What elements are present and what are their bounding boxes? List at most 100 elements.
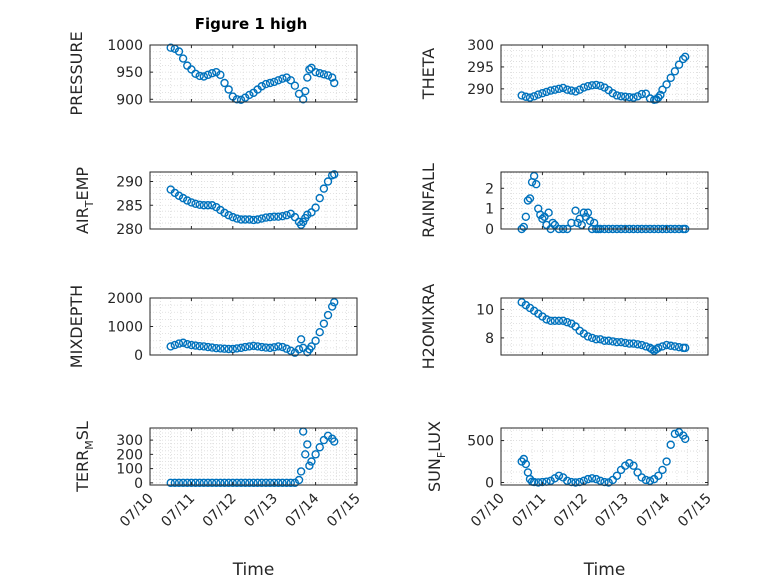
y-tick-label: 295 xyxy=(467,60,494,76)
data-point xyxy=(265,78,275,88)
data-point xyxy=(583,474,593,484)
data-point xyxy=(282,73,291,82)
data-point xyxy=(529,171,539,181)
data-point xyxy=(257,82,266,91)
y-axis-label: MIXDEPTH xyxy=(67,285,86,368)
y-axis-label-main: H2OMIXRA xyxy=(419,284,438,370)
data-point xyxy=(296,467,306,476)
y-axis-label-main: THETA xyxy=(419,48,438,100)
data-point xyxy=(265,343,275,353)
data-series xyxy=(166,298,339,357)
data-point xyxy=(278,342,287,352)
data-point xyxy=(662,457,671,466)
data-point xyxy=(270,478,279,488)
data-point xyxy=(187,198,196,207)
data-point xyxy=(596,335,605,344)
data-point xyxy=(563,318,572,327)
data-point xyxy=(625,339,634,348)
data-point xyxy=(625,459,634,468)
data-point xyxy=(612,91,622,100)
y-tick-label: 300 xyxy=(116,433,143,449)
data-point xyxy=(257,342,266,352)
data-point xyxy=(195,341,204,351)
data-point xyxy=(249,215,258,225)
data-point xyxy=(245,342,254,351)
data-series xyxy=(517,427,690,487)
x-tick-label: 07/12 xyxy=(551,491,591,531)
data-point xyxy=(195,200,204,209)
data-point xyxy=(290,212,300,222)
data-point xyxy=(654,471,663,480)
data-point xyxy=(241,215,250,224)
data-point xyxy=(323,177,333,186)
data-point xyxy=(199,478,209,488)
data-point xyxy=(548,218,557,228)
data-point xyxy=(319,435,329,445)
data-point xyxy=(257,214,266,223)
data-point xyxy=(282,211,291,220)
data-point xyxy=(629,93,638,102)
data-point xyxy=(195,478,204,488)
data-point xyxy=(282,478,291,488)
data-point xyxy=(544,208,553,217)
data-point xyxy=(666,341,675,350)
data-point xyxy=(625,92,634,102)
data-point xyxy=(270,343,279,352)
data-point xyxy=(303,440,312,449)
data-point xyxy=(521,92,531,101)
data-point xyxy=(166,478,175,488)
y-axis-label: SUNFLUX xyxy=(425,421,448,492)
data-point xyxy=(592,474,601,484)
y-tick-label: 0 xyxy=(485,222,494,238)
data-point xyxy=(174,478,184,488)
y-tick-label: 0 xyxy=(134,348,143,364)
data-point xyxy=(305,461,314,470)
data-point xyxy=(323,71,333,80)
data-point xyxy=(261,478,271,488)
data-point xyxy=(178,478,188,488)
data-point xyxy=(330,78,339,88)
data-point xyxy=(571,478,580,487)
data-point xyxy=(212,478,221,488)
data-point xyxy=(261,213,271,222)
data-point xyxy=(253,215,262,224)
x-tick-label: 07/13 xyxy=(241,491,281,531)
data-point xyxy=(656,90,665,100)
data-point xyxy=(253,478,262,488)
data-point xyxy=(174,339,184,348)
data-point xyxy=(600,83,609,92)
data-point xyxy=(203,478,213,488)
data-point xyxy=(236,343,246,353)
data-point xyxy=(236,215,246,224)
data-point xyxy=(278,211,287,221)
y-axis-label-main: PRESSURE xyxy=(67,31,86,115)
data-point xyxy=(546,316,555,325)
data-series xyxy=(517,52,690,105)
data-point xyxy=(307,63,316,73)
data-point xyxy=(629,339,638,348)
data-point xyxy=(323,310,333,320)
data-point xyxy=(577,220,586,230)
data-point xyxy=(604,478,613,487)
data-point xyxy=(224,85,233,94)
data-point xyxy=(641,475,651,485)
subplot-2: 290 295 300 THETA xyxy=(419,38,709,105)
data-point xyxy=(245,478,254,488)
data-point xyxy=(286,346,295,355)
y-axis-label-tail: LUX xyxy=(425,421,444,452)
y-tick-label: 0 xyxy=(134,476,143,492)
y-axis-label-subscript: M xyxy=(83,440,96,450)
data-point xyxy=(178,54,188,63)
subplot-3: 280 285 290 AIRTEMP xyxy=(73,167,358,238)
data-point xyxy=(224,478,233,488)
x-tick-label: 07/10 xyxy=(117,491,157,531)
y-tick-label: 290 xyxy=(467,82,494,98)
data-point xyxy=(571,87,580,96)
data-point xyxy=(608,337,617,346)
x-tick-label: 07/10 xyxy=(468,491,508,531)
data-point xyxy=(301,86,310,96)
data-point xyxy=(232,214,242,223)
y-tick-label: 100 xyxy=(116,462,143,478)
subplot-5: 0 1000 2000 MIXDEPTH xyxy=(67,285,358,368)
y-tick-label: 285 xyxy=(116,198,143,214)
